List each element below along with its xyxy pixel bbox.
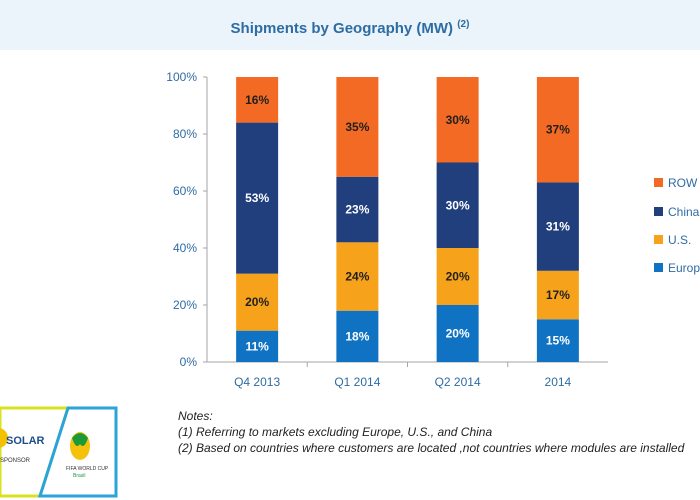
bar-data-label: 30% [446, 113, 470, 127]
bar-segment-row [536, 77, 579, 183]
bar-segment-row [436, 77, 479, 163]
sponsor-logo: SOLAR SPONSOR FIFA WORLD CUP Brasil [0, 406, 118, 498]
legend-label: China [668, 205, 700, 219]
y-tick-label: 20% [173, 298, 197, 312]
stacked-bar-chart: 0% 20% 40% 60% 80% 100% 11% 20% 53% 16% Q4 2013 18%… [166, 70, 700, 389]
bar-segment-row [336, 77, 379, 177]
bar-segment-china [536, 182, 579, 271]
y-tick-label: 80% [173, 127, 197, 141]
bar-segment-us [336, 242, 379, 311]
logo-event-text: FIFA WORLD CUP [66, 466, 109, 472]
bar-segment-china [436, 162, 479, 248]
legend-swatch [654, 263, 663, 272]
note-item-1: (1) Referring to markets excluding Europ… [178, 425, 493, 439]
legend-label: ROW [668, 176, 698, 190]
bar-segment-row [236, 77, 279, 123]
legend-swatch [654, 207, 663, 216]
bar-data-label: 11% [245, 339, 269, 353]
bar-data-label: 18% [345, 329, 369, 343]
legend-label: U.S. [668, 233, 691, 247]
header-band: Shipments by Geography (MW) (2) [0, 0, 700, 50]
bar-segment-europe [236, 330, 279, 362]
bar-data-label: 35% [345, 120, 369, 134]
bar-data-label: 16% [245, 93, 269, 107]
logo-sponsor-text: SPONSOR [0, 458, 31, 464]
bar-segment-europe [436, 305, 479, 362]
bar-data-label: 30% [446, 198, 470, 212]
notes-heading: Notes: [178, 409, 213, 423]
legend-label: Europe [668, 261, 700, 275]
bar-data-label: 17% [546, 288, 570, 302]
bar-data-label: 37% [546, 123, 570, 137]
bar-segment-us [436, 248, 479, 305]
bar-segment-us [236, 273, 279, 331]
x-tick-label: Q1 2014 [334, 375, 380, 389]
y-tick-label: 0% [180, 355, 198, 369]
bar-segment-europe [536, 319, 579, 362]
logo-event-sub: Brasil [73, 473, 86, 479]
x-tick-label: 2014 [545, 375, 572, 389]
y-tick-label: 100% [166, 70, 197, 84]
bar-data-label: 20% [446, 270, 470, 284]
bar-segment-china [336, 176, 379, 243]
bar-data-label: 15% [546, 334, 570, 348]
bar-data-label: 24% [345, 270, 369, 284]
y-tick-label: 40% [173, 241, 197, 255]
x-tick-label: Q2 2014 [435, 375, 481, 389]
note-item-2: (2) Based on countries where customers a… [178, 441, 685, 455]
chart-title: Shipments by Geography (MW) (2) [230, 19, 470, 37]
trophy-leaf-icon [72, 433, 88, 446]
bar-data-label: 23% [345, 203, 369, 217]
bar-data-label: 53% [245, 191, 269, 205]
legend-swatch [654, 178, 663, 187]
bar-data-label: 20% [446, 327, 470, 341]
bar-segment-us [536, 270, 579, 320]
title-footnote-marker: (2) [457, 19, 470, 30]
logo-brand-text: SOLAR [6, 435, 45, 447]
legend-swatch [654, 235, 663, 244]
bar-segment-europe [336, 310, 379, 362]
bar-data-label: 20% [245, 295, 269, 309]
y-tick-label: 60% [173, 184, 197, 198]
x-tick-label: Q4 2013 [234, 375, 280, 389]
bar-segment-china [236, 122, 279, 274]
bar-data-label: 31% [546, 220, 570, 234]
sun-icon [0, 428, 8, 448]
notes-block: Notes: (1) Referring to markets excludin… [178, 408, 700, 456]
